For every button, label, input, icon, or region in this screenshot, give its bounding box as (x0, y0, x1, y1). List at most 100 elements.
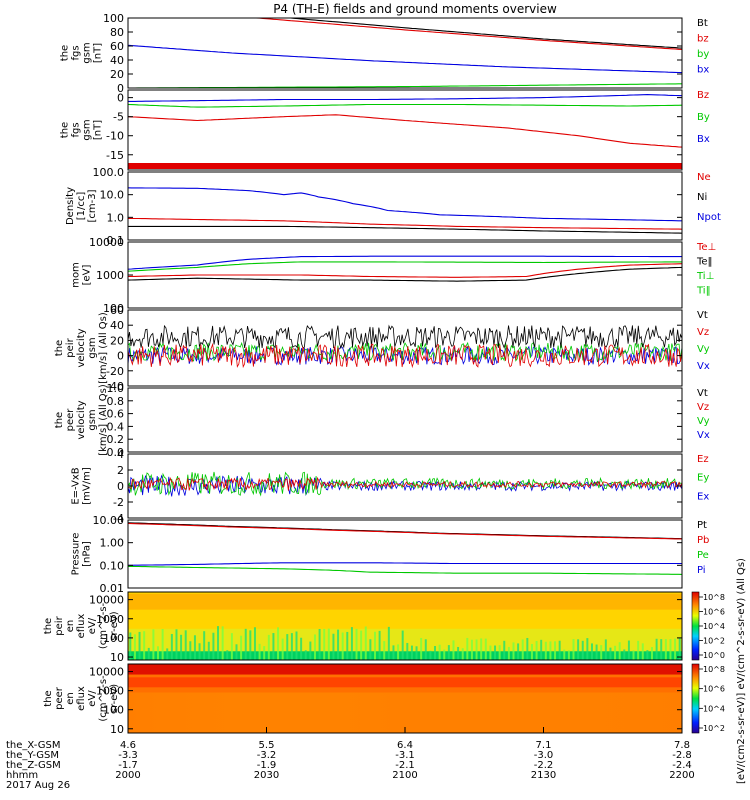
colorbar-tick-label: 10^6 (703, 685, 725, 694)
x-tick-label: -2.1 (395, 760, 415, 771)
y-tick-label: 0 (117, 82, 124, 95)
y-axis-label: Pressure (71, 533, 82, 576)
colorbar-label: [eV/(cm2-s-sr-eV)] eV/(cm^2-s-sr-eV) (Al… (736, 558, 747, 784)
y-tick-label: 10.0 (100, 189, 125, 202)
y-tick-label: 1.0 (107, 382, 125, 395)
legend-entry: Bt (697, 18, 708, 29)
series-line-red (250, 18, 682, 51)
legend-entry: Vz (697, 402, 709, 413)
colorbar-tick-label: 10^8 (703, 665, 725, 674)
colorbar-tick-label: 10^0 (703, 651, 725, 660)
y-axis-label: gsm (82, 42, 93, 63)
y-axis-label: peer (65, 408, 76, 432)
y-axis-label: sr-eV) (109, 684, 120, 713)
legend-entry: Te⊥ (696, 242, 716, 253)
x-tick-label: 2200 (669, 770, 694, 781)
colorbar-lower-scale (691, 663, 700, 734)
legend-entry: Ez (697, 454, 709, 465)
y-axis-label: [nT] (93, 120, 104, 140)
panel-peer_velocity: 0.00.20.40.60.81.0 the peer velocity gsm [km/… (54, 382, 710, 459)
series-line-blue (128, 255, 682, 270)
y-tick-label: 1000 (96, 613, 124, 626)
legend-entry: Vy (697, 344, 710, 355)
y-axis-label: gsm (87, 409, 98, 430)
y-tick-label: -2 (113, 496, 124, 509)
series-line-green (128, 103, 682, 108)
panel-density: 0.1 1.0 10.0 100.0 Density [1/cc] [cm-3] Ne Ni Np… (65, 166, 721, 247)
y-axis-label: fgs (71, 45, 82, 60)
y-tick-label: 0.2 (107, 433, 125, 446)
series-line-black (128, 225, 682, 234)
y-tick-label: 4 (117, 448, 124, 461)
y-tick-label: 20 (110, 334, 124, 347)
y-tick-label: 10 (110, 651, 124, 664)
x-tick-label: 5.5 (259, 740, 275, 751)
x-axis-row-label: the_Y-GSM (6, 750, 59, 761)
legend-entry: Ni (697, 192, 707, 203)
x-tick-label: -3.1 (395, 750, 415, 761)
panel-frame (127, 89, 683, 171)
y-axis-label: velocity (76, 328, 87, 367)
y-tick-label: 10000 (89, 666, 124, 679)
panel-frame (127, 591, 683, 661)
y-axis-label: the (60, 45, 71, 61)
plot-title: P4 (TH-E) fields and ground moments over… (273, 2, 557, 16)
y-axis-label: Density (65, 187, 76, 225)
quality-flag-bar (128, 163, 682, 169)
series-line-green (128, 83, 682, 88)
y-tick-label: 0 (117, 92, 124, 105)
y-axis-label: [km/s] (All Qs) (98, 312, 109, 384)
x-tick-label: 2000 (115, 770, 140, 781)
spectrogram-band-mid (128, 677, 682, 688)
x-axis-row-label: hhmm (6, 770, 38, 781)
y-tick-label: 0.4 (107, 420, 125, 433)
y-tick-label: 1000 (96, 269, 124, 282)
legend-entry: by (697, 49, 709, 60)
panel-pressure: 0.01 0.10 1.00 10.00 Pressure [nPa] Pt Pb Pe Pi (71, 514, 710, 595)
y-tick-label: 40 (110, 54, 124, 67)
legend-entry: Vt (697, 388, 708, 399)
colorbar-tick-label: 10^2 (703, 724, 725, 733)
y-axis-label: mom (71, 262, 82, 288)
y-tick-label: 100.0 (93, 166, 125, 179)
y-tick-label: -20 (106, 365, 124, 378)
legend-entry: bx (697, 65, 709, 76)
x-tick-label: -3.0 (534, 750, 554, 761)
x-tick-label: 7.1 (536, 740, 552, 751)
y-tick-label: -10 (106, 130, 124, 143)
series-line-red (128, 114, 682, 148)
y-axis-label: peir (54, 615, 65, 635)
panel-efield: -4 -2 0 2 4 E=-VxB [mV/m] Ez Ey Ex (71, 448, 710, 525)
legend-entry: Ey (697, 473, 709, 484)
x-tick-label: -2.8 (672, 750, 692, 761)
y-axis-label: eV/ (87, 690, 98, 707)
y-axis-label: (cm^2-s- (98, 675, 109, 722)
y-tick-label: 10000 (89, 594, 124, 607)
y-tick-label: 80 (110, 26, 124, 39)
panel-frame (127, 17, 683, 89)
y-axis-label: the (54, 412, 65, 428)
y-axis-label: [cm-3] (87, 189, 98, 222)
y-tick-label: 0.8 (107, 395, 125, 408)
y-axis-label: velocity (76, 400, 87, 439)
series-noise-red (128, 476, 682, 491)
colorbar-tick-label: 10^8 (703, 593, 725, 602)
series-line-blue (128, 94, 682, 102)
y-axis-label: eflux (76, 686, 87, 711)
x-tick-label: -3.2 (257, 750, 277, 761)
y-tick-label: 60 (110, 304, 124, 317)
y-tick-label: 10 (110, 723, 124, 736)
y-tick-label: 40 (110, 319, 124, 332)
legend-entry: Pi (697, 565, 706, 576)
series-line-green (128, 565, 682, 575)
legend-entry: Vt (697, 310, 708, 321)
x-tick-label: 4.6 (120, 740, 136, 751)
spectrogram-fade (128, 692, 682, 733)
series-line-blue (128, 44, 682, 74)
x-tick-label: -1.7 (118, 760, 138, 771)
legend-entry: bz (697, 34, 709, 45)
series-line-red (128, 263, 682, 278)
y-axis-label: the (43, 690, 54, 706)
y-axis-label: eflux (76, 614, 87, 639)
